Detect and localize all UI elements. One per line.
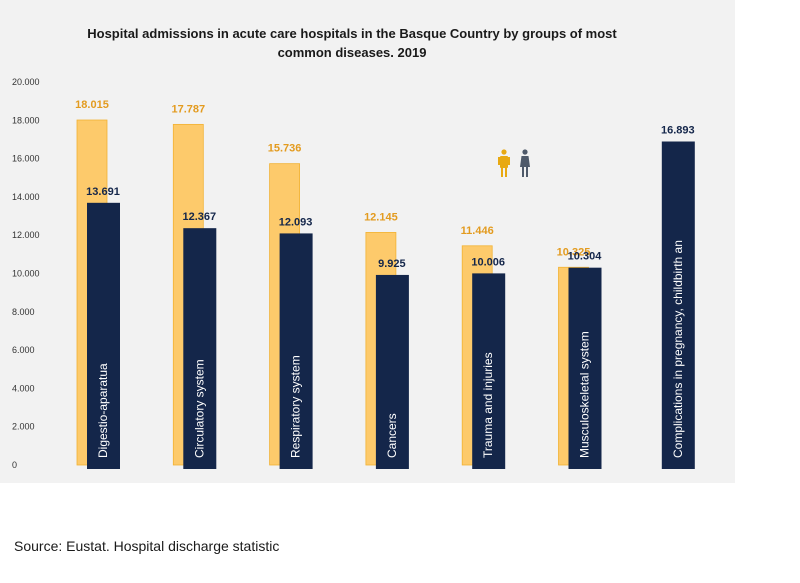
y-tick-label: 2.000	[12, 422, 35, 432]
category-label: Musculoskeletal system	[578, 331, 592, 458]
data-label-women: 15.736	[268, 143, 302, 155]
category-label: Respiratory system	[289, 355, 303, 458]
y-tick-label: 20.000	[12, 77, 40, 87]
data-label-women: 12.145	[364, 211, 398, 223]
y-tick-label: 4.000	[12, 383, 35, 393]
bar-men	[568, 267, 602, 469]
woman-icon	[498, 149, 510, 177]
data-label-men: 13.691	[86, 186, 120, 198]
y-tick-label: 6.000	[12, 345, 35, 355]
bar-men	[472, 273, 506, 469]
data-label-men: 9.925	[378, 258, 406, 270]
y-tick-label: 18.000	[12, 115, 40, 125]
category-label: Complications in pregnancy, childbirth a…	[671, 240, 685, 458]
bar-men	[279, 233, 313, 469]
y-tick-label: 12.000	[12, 230, 40, 240]
chart-area: Hospital admissions in acute care hospit…	[0, 0, 735, 483]
y-tick-label: 8.000	[12, 307, 35, 317]
man-icon	[520, 149, 530, 177]
category-label: Digestio-aparatua	[96, 363, 110, 458]
bar-men	[87, 202, 120, 469]
chart-title-line: Hospital admissions in acute care hospit…	[87, 26, 617, 41]
data-label-women: 10.325	[557, 246, 591, 258]
y-tick-label: 14.000	[12, 192, 40, 202]
data-label-women: 17.787	[171, 103, 205, 115]
category-label: Trauma and injuries	[481, 352, 495, 458]
chart-title-line: common diseases. 2019	[278, 45, 427, 60]
category-label: Circulatory system	[192, 359, 206, 458]
y-tick-label: 0	[12, 460, 17, 470]
y-tick-label: 16.000	[12, 154, 40, 164]
data-label-women: 18.015	[75, 99, 109, 111]
bar-chart: Hospital admissions in acute care hospit…	[12, 26, 695, 470]
data-label-men: 12.367	[182, 211, 216, 223]
data-label-women: 11.446	[461, 225, 494, 237]
data-label-men: 16.893	[661, 124, 695, 136]
data-label-men: 10.006	[471, 256, 505, 268]
source-note: Source: Eustat. Hospital discharge stati…	[14, 538, 280, 554]
y-tick-label: 10.000	[12, 269, 40, 279]
bar-men	[661, 141, 695, 469]
data-label-men: 12.093	[279, 216, 313, 228]
bar-men	[183, 228, 217, 469]
bar-men	[375, 274, 409, 469]
data-label-men: 10.304	[568, 251, 603, 263]
category-label: Cancers	[385, 413, 399, 458]
